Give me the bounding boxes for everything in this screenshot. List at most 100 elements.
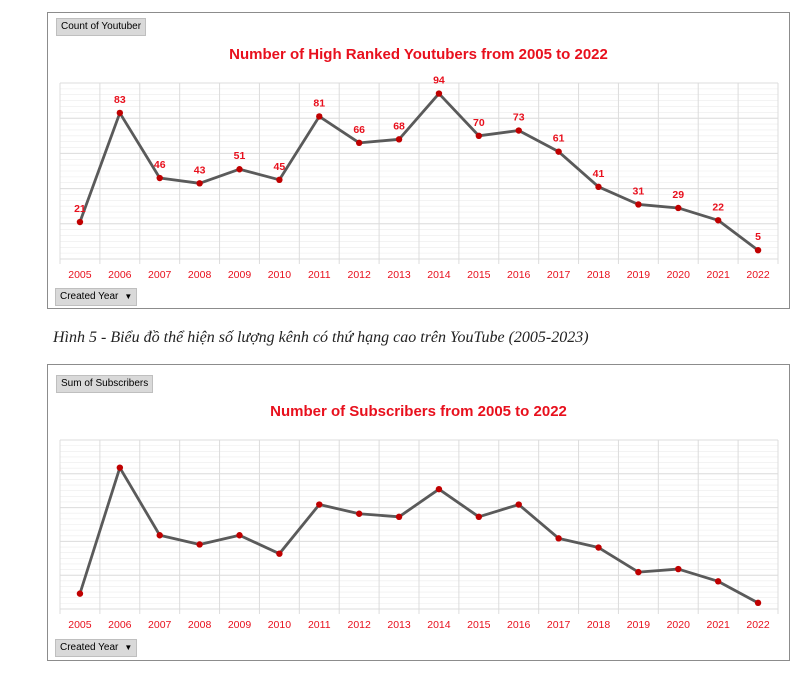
data-point: [595, 544, 602, 551]
x-tick-label: 2016: [507, 619, 531, 631]
data-point: [435, 485, 443, 493]
data-label: 46: [154, 159, 166, 171]
data-point: [395, 136, 403, 143]
data-point: [116, 464, 124, 471]
data-point: [236, 532, 243, 539]
data-point: [475, 132, 483, 139]
data-label: 41: [593, 168, 605, 180]
x-tick-label: 2006: [108, 619, 132, 631]
data-label: 73: [513, 112, 525, 124]
data-label: 83: [114, 94, 126, 106]
x-tick-label: 2005: [68, 619, 92, 631]
x-tick-label: 2017: [547, 619, 571, 631]
x-tick-label: 2022: [746, 619, 770, 631]
x-tick-label: 2008: [188, 269, 212, 281]
series-line: [78, 466, 759, 605]
data-label: 21: [74, 203, 86, 215]
x-tick-label: 2010: [268, 269, 292, 281]
x-tick-label: 2011: [308, 269, 331, 281]
x-tick-label: 2016: [507, 269, 531, 281]
data-point: [714, 217, 722, 224]
data-point: [555, 535, 562, 542]
x-tick-label: 2020: [667, 269, 691, 281]
data-point: [355, 510, 363, 517]
dropdown-arrow-icon: ▼: [124, 643, 133, 652]
x-tick-label: 2017: [547, 269, 571, 281]
line-chart-youtubers: 21 83 46 43 51 45 81 66 68 94 70 73 61 41 31 29 22 5 2005 2…: [59, 75, 779, 281]
data-label: 81: [313, 97, 325, 109]
data-point: [236, 166, 243, 173]
chart-title-subscribers: Number of Subscribers from 2005 to 2022: [270, 403, 567, 420]
data-label: 29: [672, 189, 684, 201]
x-tick-label: 2011: [308, 619, 331, 631]
x-tick-label: 2019: [627, 619, 651, 631]
x-tick-label: 2005: [68, 269, 92, 281]
data-label: 43: [194, 164, 206, 176]
data-point: [555, 148, 562, 155]
x-tick-label: 2010: [268, 619, 292, 631]
x-tick-label: 2014: [427, 619, 451, 631]
data-point: [395, 513, 403, 521]
data-label: 94: [433, 75, 445, 87]
dropdown-arrow-icon: ▼: [124, 292, 133, 301]
x-tick-label: 2008: [188, 619, 212, 631]
chart-panel-subscribers: Sum of Subscribers Number of Subscribers…: [47, 364, 790, 661]
data-label: 5: [755, 231, 761, 243]
data-point: [675, 204, 682, 212]
data-point: [196, 180, 203, 187]
data-label: 22: [712, 201, 724, 213]
x-tick-label: 2021: [706, 619, 730, 631]
data-point: [156, 532, 163, 539]
gridlines: [59, 439, 779, 614]
gridlines: [59, 82, 779, 264]
series-line: [78, 92, 759, 252]
data-point: [76, 590, 84, 597]
data-point: [116, 109, 124, 117]
data-label: 51: [234, 150, 246, 162]
data-point: [754, 599, 762, 607]
created-year-filter-button[interactable]: Created Year ▼: [55, 288, 138, 306]
data-point: [595, 183, 602, 191]
data-point: [156, 174, 163, 182]
data-label: 45: [274, 161, 286, 173]
data-point: [714, 578, 722, 585]
x-tick-label: 2019: [627, 269, 651, 281]
x-tick-label: 2006: [108, 269, 132, 281]
data-point: [355, 139, 363, 147]
x-tick-label: 2012: [347, 269, 371, 281]
x-tick-label: 2015: [467, 619, 491, 631]
x-tick-label: 2009: [228, 269, 252, 281]
x-tick-label: 2013: [387, 619, 411, 631]
data-point: [276, 550, 283, 557]
data-point: [635, 201, 642, 208]
created-year-filter-label: Created Year: [60, 291, 119, 302]
sum-of-subscribers-field-button[interactable]: Sum of Subscribers: [56, 375, 154, 393]
x-tick-label: 2013: [387, 269, 411, 281]
chart-panel-youtubers: Count of Youtuber Number of High Ranked …: [47, 12, 790, 309]
data-point: [635, 568, 642, 576]
x-tick-label: 2007: [148, 269, 172, 281]
data-label: 70: [473, 117, 485, 129]
x-tick-label: 2018: [587, 619, 611, 631]
data-label: 31: [633, 185, 645, 197]
data-point: [475, 513, 483, 521]
data-label: 66: [353, 124, 365, 136]
data-point: [675, 565, 682, 573]
data-point: [76, 218, 84, 226]
data-point: [196, 541, 203, 548]
data-point: [515, 501, 522, 508]
data-point: [276, 176, 283, 183]
data-point: [316, 113, 323, 120]
x-tick-label: 2018: [587, 269, 611, 281]
data-point: [435, 90, 443, 97]
data-point: [515, 127, 522, 134]
data-point: [316, 501, 323, 508]
created-year-filter-button[interactable]: Created Year ▼: [55, 639, 138, 657]
x-tick-label: 2015: [467, 269, 491, 281]
x-tick-label: 2020: [667, 619, 691, 631]
count-of-youtuber-field-button[interactable]: Count of Youtuber: [56, 18, 147, 36]
chart-title-youtubers: Number of High Ranked Youtubers from 200…: [229, 46, 608, 63]
x-tick-label: 2012: [347, 619, 371, 631]
line-chart-subscribers: 2005 2006 2007 2008 2009 2010 2011 2012 2013 2014…: [59, 439, 779, 631]
data-label: 68: [393, 120, 405, 132]
